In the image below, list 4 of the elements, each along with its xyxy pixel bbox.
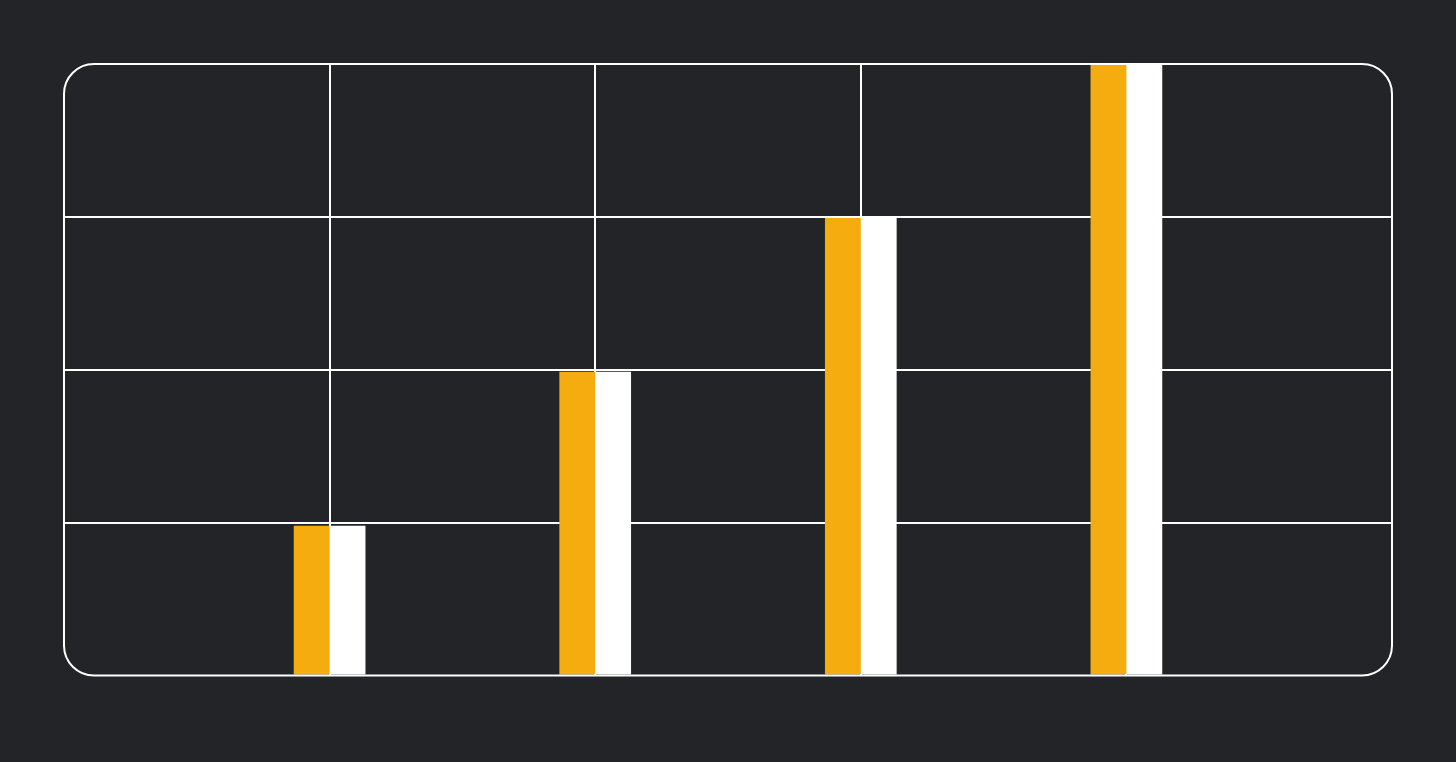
- bar: [824, 218, 861, 675]
- bar: [1090, 64, 1127, 675]
- bar: [559, 371, 596, 675]
- bar: [293, 525, 330, 675]
